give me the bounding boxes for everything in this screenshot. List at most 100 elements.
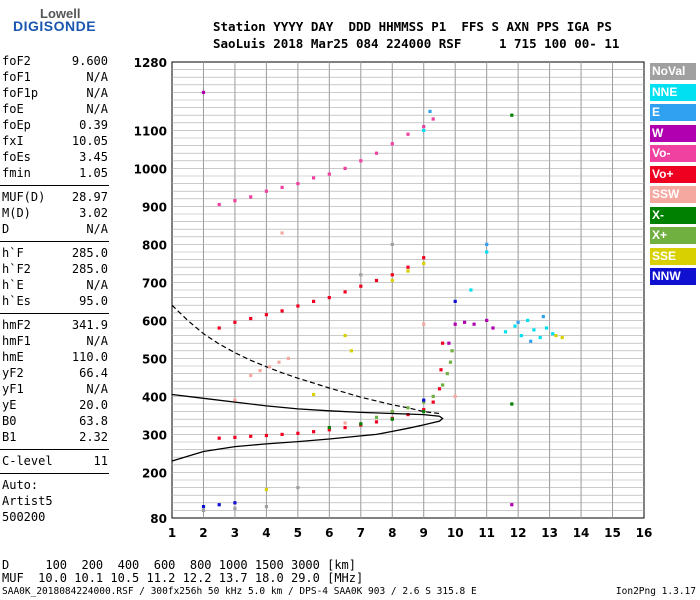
y-tick-label: 1280 xyxy=(134,56,167,70)
header-values: SaoLuis 2018 Mar25 084 224000 RSF 1 715 … xyxy=(213,36,620,51)
point-vo- xyxy=(374,151,379,155)
x-tick-label: 9 xyxy=(420,526,428,540)
param-name: MUF(D) xyxy=(2,190,46,204)
legend-item-ssw: SSW xyxy=(650,186,696,203)
param-value: N/A xyxy=(86,222,108,236)
point-nne xyxy=(519,334,523,338)
point-vo- xyxy=(233,320,237,324)
point-w xyxy=(472,322,476,326)
point-nne xyxy=(544,326,549,330)
autoscale-info: Artist5 xyxy=(2,494,53,508)
point-sse xyxy=(554,334,558,338)
param-row: h`F2 285.0 xyxy=(2,262,108,277)
param-value: N/A xyxy=(86,334,108,348)
point-noval xyxy=(390,242,394,246)
point-x- xyxy=(327,426,331,430)
legend-item-nne: NNE xyxy=(650,83,696,101)
point-x- xyxy=(431,394,435,398)
param-row: hmF1 N/A xyxy=(2,334,108,349)
point-vo- xyxy=(431,117,435,121)
param-name: foEs xyxy=(2,150,31,164)
param-value: 63.8 xyxy=(79,414,108,428)
point-vo- xyxy=(406,265,410,269)
param-name: h`E xyxy=(2,278,24,292)
point-nne xyxy=(513,324,517,328)
param-row: h`E N/A xyxy=(2,278,108,293)
y-tick-label: 700 xyxy=(142,276,167,290)
point-x- xyxy=(510,113,514,117)
point-vo- xyxy=(422,125,426,129)
point-noval xyxy=(296,486,300,490)
point-x- xyxy=(441,383,445,387)
point-ssw xyxy=(249,373,253,378)
x-tick-label: 5 xyxy=(294,526,302,540)
point-nne xyxy=(538,335,542,340)
point-x- xyxy=(445,372,449,376)
point-w xyxy=(491,326,495,330)
point-sse xyxy=(349,349,353,353)
param-row: fxI 10.05 xyxy=(2,134,108,149)
footer-distance-line: D 100 200 400 600 800 1000 1500 3000 [km… xyxy=(2,558,357,572)
param-separator xyxy=(0,185,109,186)
param-value: N/A xyxy=(86,278,108,292)
param-row: yF1 N/A xyxy=(2,382,108,397)
legend-item-w: W xyxy=(650,124,696,142)
x-tick-label: 7 xyxy=(357,526,365,540)
point-vo- xyxy=(249,195,253,199)
point-e xyxy=(485,242,489,246)
point-e xyxy=(428,109,432,113)
point-ssw xyxy=(277,360,281,364)
point-nnw xyxy=(201,505,206,509)
point-vo- xyxy=(327,428,331,432)
x-tick-label: 16 xyxy=(636,526,653,540)
point-x- xyxy=(359,422,363,426)
param-name: foE xyxy=(2,102,24,116)
point-noval xyxy=(233,506,237,511)
param-row: foE N/A xyxy=(2,102,108,117)
point-vo- xyxy=(233,199,237,203)
param-name: B1 xyxy=(2,430,17,444)
footer-file-info: SAA0K_2018084224000.RSF / 300fx256h 50 k… xyxy=(2,586,477,597)
param-separator xyxy=(0,313,109,314)
autoscale-info: 500200 xyxy=(2,510,46,524)
point-sse xyxy=(560,335,564,340)
param-name: fmin xyxy=(2,166,31,180)
param-value: N/A xyxy=(86,102,108,116)
x-tick-label: 13 xyxy=(541,526,558,540)
param-value: 9.600 xyxy=(71,54,108,68)
legend-item-vo-: Vo- xyxy=(650,145,696,162)
point-x- xyxy=(390,410,394,414)
point-x- xyxy=(448,360,453,364)
param-separator xyxy=(0,449,109,450)
point-vo- xyxy=(312,176,316,180)
param-row: foF1p N/A xyxy=(2,86,108,101)
param-row: hmE 110.0 xyxy=(2,350,108,365)
point-vo- xyxy=(327,172,331,176)
point-vo- xyxy=(406,132,410,136)
point-nnw xyxy=(422,398,426,402)
footer-muf-line: MUF 10.0 10.1 10.5 11.2 12.2 13.7 18.0 2… xyxy=(2,571,364,585)
param-value: 1.05 xyxy=(79,166,108,180)
y-tick-label: 400 xyxy=(142,390,167,404)
point-vo- xyxy=(249,316,253,321)
param-value: 10.05 xyxy=(71,134,108,148)
param-name: h`F2 xyxy=(2,262,31,276)
x-tick-label: 8 xyxy=(388,526,396,540)
param-value: N/A xyxy=(86,86,108,100)
param-row: C-level 11 xyxy=(2,454,108,469)
point-sse xyxy=(264,487,268,492)
point-ssw xyxy=(280,231,284,235)
param-row: MUF(D) 28.97 xyxy=(2,190,108,205)
point-ssw xyxy=(453,394,457,398)
param-name: B0 xyxy=(2,414,17,428)
param-name: yF2 xyxy=(2,366,24,380)
point-vo- xyxy=(264,189,268,193)
param-row: D N/A xyxy=(2,222,108,237)
legend-item-x-: X- xyxy=(650,206,696,224)
point-vo- xyxy=(312,299,316,303)
x-tick-label: 14 xyxy=(573,526,590,540)
point-nne xyxy=(469,288,473,292)
point-vo- xyxy=(280,432,284,436)
point-vo- xyxy=(296,431,300,435)
